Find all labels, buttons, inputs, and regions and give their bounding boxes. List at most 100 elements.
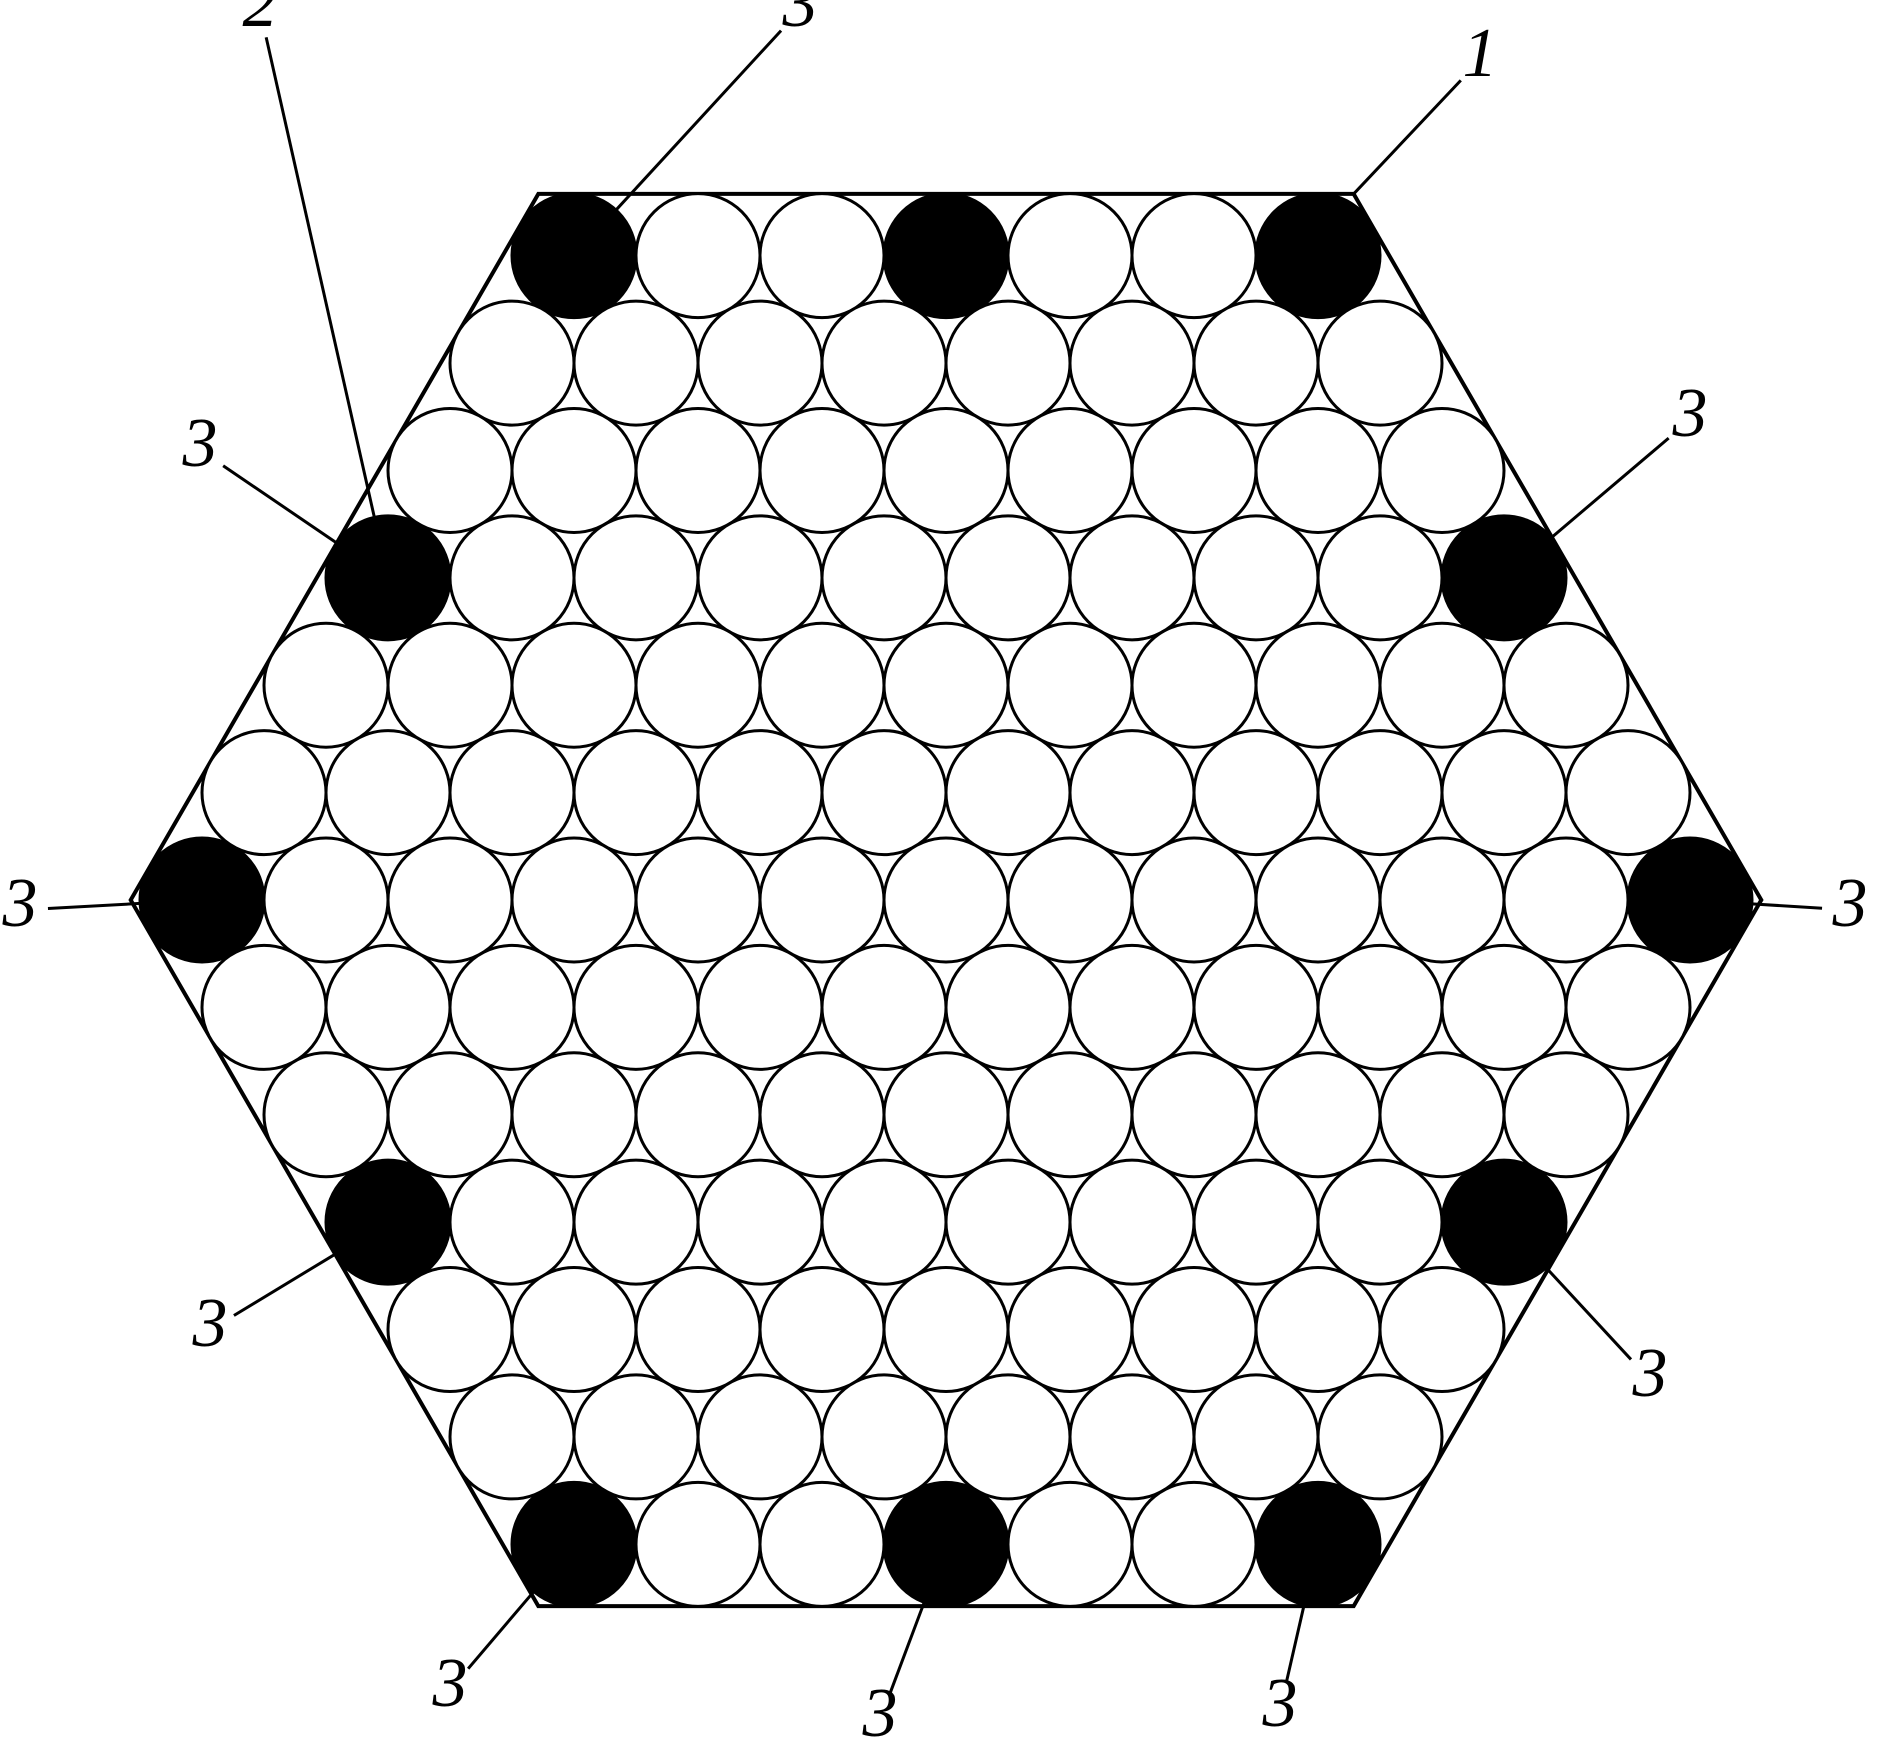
circle-empty: [1194, 945, 1318, 1069]
circle-empty: [1008, 408, 1132, 532]
circle-empty: [1380, 838, 1504, 962]
circle-empty: [1318, 1375, 1442, 1499]
circle-empty: [884, 1268, 1008, 1392]
circle-empty: [1132, 194, 1256, 318]
circle-empty: [512, 1053, 636, 1177]
circle-empty: [1008, 838, 1132, 962]
circle-empty: [698, 1160, 822, 1284]
leader-label: 3: [782, 0, 818, 42]
circle-empty: [450, 731, 574, 855]
circle-empty: [1256, 1053, 1380, 1177]
leader-label: 3: [182, 405, 218, 482]
leader-line: [1551, 438, 1668, 538]
circle-empty: [1070, 731, 1194, 855]
circle-empty: [1504, 838, 1628, 962]
circle-empty: [1070, 301, 1194, 425]
circle-empty: [1008, 623, 1132, 747]
circle-empty: [1504, 623, 1628, 747]
circle-empty: [760, 1482, 884, 1606]
circle-empty: [946, 516, 1070, 640]
leader-line: [1354, 80, 1461, 194]
circle-empty: [1256, 623, 1380, 747]
circle-empty: [1070, 945, 1194, 1069]
circle-empty: [1256, 1268, 1380, 1392]
circle-solid: [140, 838, 264, 962]
circle-empty: [574, 1375, 698, 1499]
circle-empty: [946, 301, 1070, 425]
circle-empty: [946, 1160, 1070, 1284]
circle-empty: [388, 838, 512, 962]
hexagon-packing-diagram: 231333333333: [0, 0, 1893, 1743]
circle-empty: [1132, 1482, 1256, 1606]
circle-empty: [1070, 516, 1194, 640]
leader-label: 3: [1262, 1665, 1298, 1742]
circle-empty: [636, 1268, 760, 1392]
leader-label: 3: [192, 1285, 228, 1362]
circle-empty: [1442, 945, 1566, 1069]
circle-empty: [760, 623, 884, 747]
leader-label: 3: [1632, 1335, 1668, 1412]
circle-empty: [202, 945, 326, 1069]
circle-empty: [388, 1053, 512, 1177]
circle-empty: [636, 194, 760, 318]
circle-empty: [512, 623, 636, 747]
leader-label: 2: [243, 0, 278, 42]
circle-solid: [326, 516, 450, 640]
circle-empty: [1256, 408, 1380, 532]
circle-empty: [264, 1053, 388, 1177]
circle-empty: [1008, 1268, 1132, 1392]
circle-empty: [1194, 516, 1318, 640]
circle-solid: [884, 1482, 1008, 1606]
circle-empty: [1318, 516, 1442, 640]
circle-empty: [1194, 301, 1318, 425]
circle-empty: [1318, 301, 1442, 425]
circle-empty: [698, 1375, 822, 1499]
circle-empty: [946, 945, 1070, 1069]
circle-empty: [1442, 731, 1566, 855]
circle-empty: [760, 1268, 884, 1392]
leader-line: [1546, 1268, 1631, 1360]
circle-empty: [636, 408, 760, 532]
circle-empty: [1008, 1053, 1132, 1177]
leader-line: [616, 31, 781, 210]
circle-solid: [326, 1160, 450, 1284]
leader-line: [48, 903, 140, 908]
circle-empty: [822, 731, 946, 855]
leader-label: 3: [432, 1645, 468, 1722]
circle-empty: [636, 1053, 760, 1177]
circle-empty: [450, 945, 574, 1069]
circle-empty: [760, 408, 884, 532]
circle-solid: [884, 194, 1008, 318]
circle-solid: [512, 194, 636, 318]
circle-empty: [326, 731, 450, 855]
leader-label: 3: [862, 1675, 898, 1743]
circle-empty: [450, 1375, 574, 1499]
circle-empty: [698, 516, 822, 640]
circle-empty: [822, 1160, 946, 1284]
circle-empty: [1318, 1160, 1442, 1284]
circle-empty: [760, 1053, 884, 1177]
circle-empty: [1504, 1053, 1628, 1177]
circle-empty: [388, 1268, 512, 1392]
circle-solid: [1256, 1482, 1380, 1606]
circle-empty: [1194, 1375, 1318, 1499]
circle-empty: [1380, 1053, 1504, 1177]
circle-empty: [1132, 1053, 1256, 1177]
circle-empty: [1380, 408, 1504, 532]
circle-empty: [574, 731, 698, 855]
circle-solid: [1442, 1160, 1566, 1284]
circle-empty: [698, 731, 822, 855]
circle-empty: [1132, 623, 1256, 747]
circle-empty: [1380, 1268, 1504, 1392]
circle-empty: [636, 1482, 760, 1606]
circle-empty: [1132, 1268, 1256, 1392]
circle-empty: [636, 623, 760, 747]
leader-line: [234, 1254, 335, 1315]
circle-empty: [1194, 731, 1318, 855]
circle-empty: [884, 838, 1008, 962]
circle-solid: [512, 1482, 636, 1606]
circle-empty: [822, 1375, 946, 1499]
circle-empty: [884, 408, 1008, 532]
circle-empty: [1070, 1375, 1194, 1499]
circle-empty: [1008, 1482, 1132, 1606]
